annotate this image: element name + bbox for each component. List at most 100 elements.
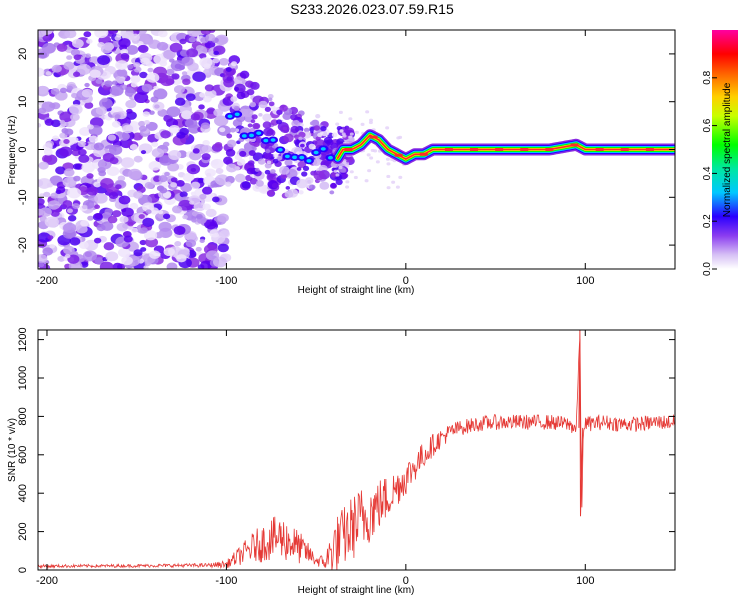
spectrogram-cell [137,44,149,53]
colorbar-ticks: 0.0 0.2 0.4 0.6 0.8 [702,70,717,276]
spectrogram-cell [248,150,256,157]
spectrogram-cell [171,205,183,214]
spectrogram-cell [158,30,168,38]
spectrogram-cell [43,191,51,198]
spectrogram-cell [143,265,149,269]
spectrogram-cell [232,119,243,128]
spectrogram-cell [203,63,211,69]
snr-series [38,330,675,570]
spectrogram-cell [38,161,49,170]
spectrogram-cell [78,241,89,249]
spectrogram-cell [104,80,113,87]
spectrogram-cell [162,213,171,220]
spectrogram-cell [396,136,401,140]
spectrogram-cell [83,31,92,38]
spectrogram-cell [353,175,358,180]
spectrogram-cell [67,208,73,214]
spectrogram-cell [97,55,111,66]
spectrogram-cell [116,77,125,84]
spectrogram-cell [368,120,373,125]
spectrogram-cell [273,153,279,158]
spectrogram-cell [100,178,114,189]
spectrogram-cell [199,193,207,200]
spectrogram-cell [71,92,78,99]
spectrogram-cell [345,164,350,168]
spectrogram-cell [229,127,236,133]
spectrogram-cell [55,166,66,175]
spectrogram-cell [100,221,114,231]
spectrogram-cell [385,157,390,161]
spectrogram-cell [151,148,165,158]
spectrogram-cell [195,246,202,252]
spectrogram-cell [220,106,229,112]
spectrogram-cell [143,230,158,241]
spectrogram-cell [118,195,131,205]
spectrogram-cell [296,178,308,189]
spectrogram-cell [271,182,279,189]
spectrogram-cell [236,160,244,166]
spectrogram-cell [181,56,194,66]
spectrogram-cell [121,207,134,217]
spectrogram-cell [398,175,403,179]
spectrogram-cell [38,85,48,95]
spectrogram-cell [95,106,107,116]
spectrogram-cell [223,156,233,165]
spectrogram-cell [234,128,240,133]
spectrogram-cell [226,133,233,139]
spectrogram-cell [182,172,195,182]
spectrogram-cell [69,136,79,144]
spectrogram-cell [162,141,170,147]
spectrogram-cell [180,110,193,120]
spectrogram-cell [225,181,232,187]
spectrogram-cell [293,134,300,140]
spectrogram-cell [202,203,211,210]
ridge-blob-core [263,138,269,143]
spectrogram-cell [247,160,255,166]
snr-y-ticks: 0 200 400 600 800 1000 1200 [17,327,675,573]
colorbar-tick-label: 0.2 [702,214,713,228]
spectrogram-cell [264,162,272,169]
spectrogram-cell [103,242,115,251]
spectrogram-cell [330,171,338,178]
spectrogram-cell [320,125,327,132]
spectrogram-x-tick-label: -100 [215,275,237,287]
spectrogram-cell [204,84,214,92]
spectrogram-cell [120,157,135,168]
spectrogram-cell [253,123,260,129]
spectrogram-cell [175,179,185,187]
spectrogram-cell [201,191,215,202]
spectrogram-x-tick-label: 0 [403,275,409,287]
spectrogram-cell [117,247,131,258]
spectrogram-cell [116,222,128,232]
spectrogram-cell [133,62,141,68]
spectrogram-cell [171,73,180,80]
spectrogram-cell [186,48,199,58]
spectrogram-cell [176,131,186,139]
spectrogram-cell [345,180,350,184]
spectrogram-cell [365,110,370,114]
spectrogram-cell [108,191,119,200]
spectrogram-x-label: Height of straight line (km) [298,285,415,296]
spectrogram-cell [276,119,283,125]
spectrogram-cell [264,152,272,159]
snr-y-tick-label: 800 [17,407,29,425]
spectrogram-cell [236,91,246,100]
spectrogram-y-tick-label: 20 [17,48,29,60]
snr-x-tick-label: -100 [215,575,237,587]
spectrogram-cell [182,214,188,220]
spectrogram-cell [219,229,230,239]
spectrogram-cell [56,43,68,52]
spectrogram-cell [121,256,133,266]
spectrogram-cell [159,75,174,87]
snr-x-label: Height of straight line (km) [298,585,415,596]
spectrogram-cell [173,225,186,235]
ridge-blob-core [299,155,305,160]
spectrogram-cell [205,208,217,218]
spectrogram-cell [94,213,103,220]
spectrogram-cell [338,166,343,170]
ridge-blob-core [241,134,247,138]
spectrogram-cell [249,101,257,108]
spectrogram-cell [230,96,238,102]
spectrogram-cell [56,186,66,194]
spectrogram-cell [88,135,98,143]
